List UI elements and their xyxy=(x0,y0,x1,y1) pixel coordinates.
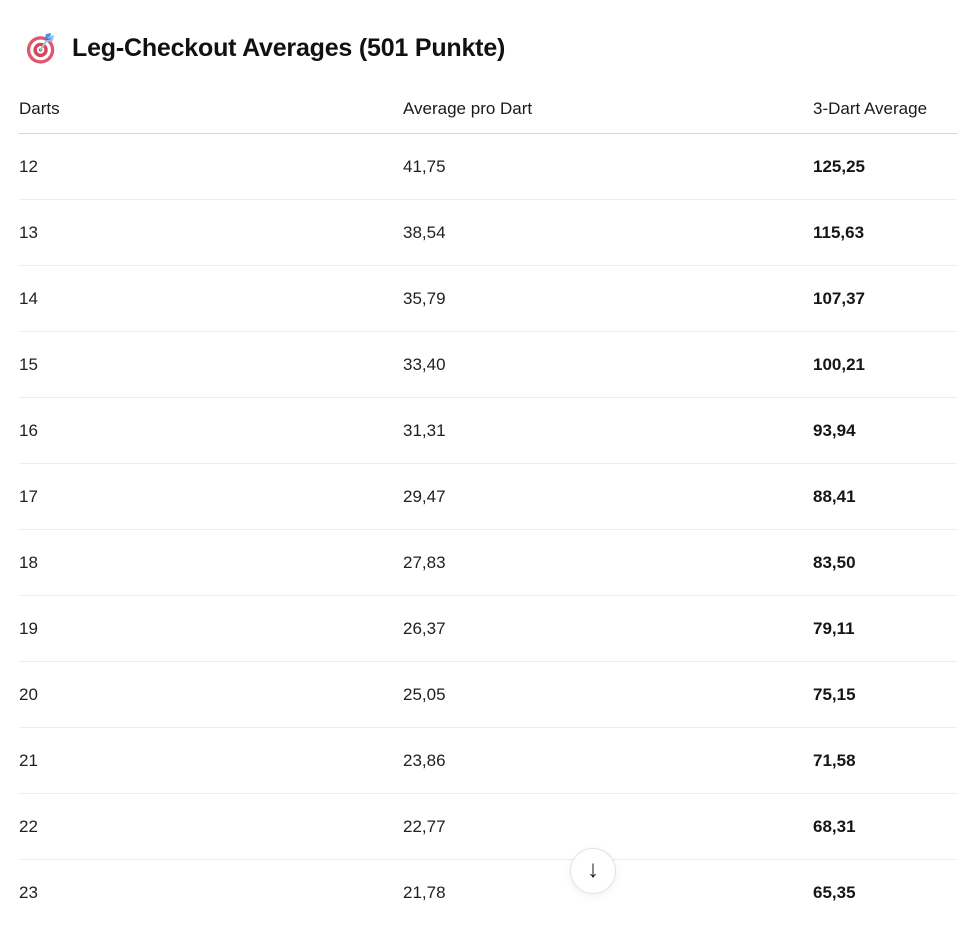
column-header-average-pro-dart: Average pro Dart xyxy=(403,95,813,134)
cell-average-pro-dart: 21,78 xyxy=(403,882,446,902)
cell-darts: 19 xyxy=(19,595,403,662)
table-row: 16 31,31 93,94 xyxy=(19,397,957,464)
cell-average-pro-dart: 33,40 xyxy=(403,331,813,398)
table-row: 23 21,78 65,35 xyxy=(19,860,957,926)
cell-darts: 12 xyxy=(19,133,403,200)
table-row: 14 35,79 107,37 xyxy=(19,265,957,332)
cell-3-dart-average: 75,15 xyxy=(813,661,957,728)
cell-average-pro-dart: 25,05 xyxy=(403,661,813,728)
cell-3-dart-average: 83,50 xyxy=(813,529,957,596)
averages-table: Darts Average pro Dart 3-Dart Average 12… xyxy=(19,95,957,926)
section-title-row: Leg-Checkout Averages (501 Punkte) xyxy=(25,28,959,68)
cell-darts: 21 xyxy=(19,727,403,794)
table-row: 18 27,83 83,50 xyxy=(19,529,957,596)
table-row: 12 41,75 125,25 xyxy=(19,133,957,200)
cell-darts: 17 xyxy=(19,463,403,530)
scroll-to-bottom-button[interactable]: ↓ xyxy=(570,848,616,894)
cell-darts: 16 xyxy=(19,397,403,464)
table-row: 19 26,37 79,11 xyxy=(19,595,957,662)
cell-average-pro-dart: 31,31 xyxy=(403,397,813,464)
table-row: 21 23,86 71,58 xyxy=(19,727,957,794)
cell-average-pro-dart: 38,54 xyxy=(403,199,813,266)
cell-3-dart-average: 88,41 xyxy=(813,463,957,530)
table-row: 22 22,77 68,31 xyxy=(19,793,957,860)
cell-3-dart-average: 79,11 xyxy=(813,595,957,662)
cell-3-dart-average: 115,63 xyxy=(813,199,957,266)
cell-darts: 15 xyxy=(19,331,403,398)
cell-darts: 20 xyxy=(19,661,403,728)
cell-3-dart-average: 71,58 xyxy=(813,727,957,794)
cell-3-dart-average: 125,25 xyxy=(813,133,957,200)
cell-3-dart-average: 65,35 xyxy=(813,882,856,902)
table-row: 13 38,54 115,63 xyxy=(19,199,957,266)
cell-3-dart-average: 107,37 xyxy=(813,265,957,332)
table-row: 15 33,40 100,21 xyxy=(19,331,957,398)
table-row: 20 25,05 75,15 xyxy=(19,661,957,728)
table-row: 17 29,47 88,41 xyxy=(19,463,957,530)
cell-darts: 13 xyxy=(19,199,403,266)
cell-average-pro-dart: 41,75 xyxy=(403,133,813,200)
page-title: Leg-Checkout Averages (501 Punkte) xyxy=(72,33,506,62)
cell-darts: 22 xyxy=(19,793,403,860)
cell-average-pro-dart: 26,37 xyxy=(403,595,813,662)
table-header-row: Darts Average pro Dart 3-Dart Average xyxy=(19,95,957,134)
cell-average-pro-dart: 22,77 xyxy=(403,793,813,860)
cell-darts: 14 xyxy=(19,265,403,332)
cell-3-dart-average: 68,31 xyxy=(813,793,957,860)
cell-3-dart-average: 100,21 xyxy=(813,331,957,398)
arrow-down-icon: ↓ xyxy=(587,856,599,883)
cell-darts: 18 xyxy=(19,529,403,596)
column-header-3-dart-average: 3-Dart Average xyxy=(813,95,957,134)
column-header-darts: Darts xyxy=(19,95,403,134)
cell-average-pro-dart: 29,47 xyxy=(403,463,813,530)
cell-3-dart-average: 93,94 xyxy=(813,397,957,464)
cell-average-pro-dart: 23,86 xyxy=(403,727,813,794)
cell-darts: 23 xyxy=(19,882,38,902)
dart-target-icon xyxy=(26,32,55,64)
table-body: 12 41,75 125,25 13 38,54 115,63 14 35,79 107,37 1… xyxy=(19,133,957,926)
cell-average-pro-dart: 35,79 xyxy=(403,265,813,332)
cell-average-pro-dart: 27,83 xyxy=(403,529,813,596)
